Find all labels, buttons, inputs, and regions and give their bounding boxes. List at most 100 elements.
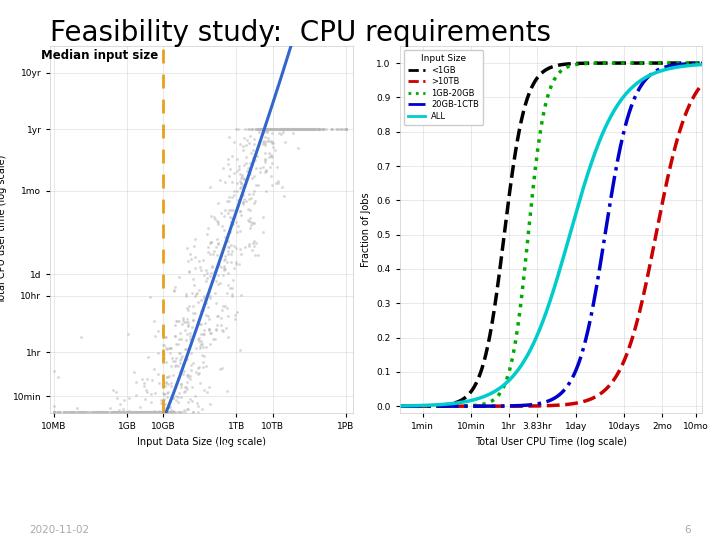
Point (132, 408, 143, 416)
Point (298, 125, 310, 133)
Point (259, 149, 271, 158)
Point (168, 394, 179, 403)
Point (274, 125, 285, 133)
Point (231, 187, 243, 196)
Point (134, 408, 145, 416)
Point (114, 408, 126, 416)
Point (172, 397, 184, 406)
Point (255, 125, 266, 133)
Point (340, 125, 351, 133)
Point (283, 125, 294, 133)
Point (305, 125, 316, 133)
Point (111, 408, 122, 416)
Point (189, 281, 200, 289)
Point (259, 167, 271, 176)
Point (250, 125, 261, 133)
Point (212, 239, 224, 248)
Point (206, 329, 217, 338)
Point (159, 399, 171, 408)
Point (142, 375, 153, 383)
Point (181, 349, 192, 358)
Point (186, 396, 198, 405)
Point (271, 125, 283, 133)
Point (107, 408, 118, 416)
Point (210, 242, 222, 251)
Point (284, 125, 296, 133)
Point (96, 408, 108, 416)
Point (73, 408, 84, 416)
Point (230, 315, 241, 323)
Point (155, 399, 166, 408)
Point (259, 125, 271, 133)
Point (157, 402, 168, 411)
Point (167, 370, 179, 379)
Point (48, 408, 60, 416)
Point (193, 369, 204, 377)
Point (145, 408, 156, 416)
Point (234, 206, 246, 215)
Point (113, 408, 125, 416)
Point (260, 125, 271, 133)
Point (289, 125, 300, 133)
Point (237, 181, 248, 190)
Point (187, 274, 199, 283)
Point (262, 125, 274, 133)
Point (185, 365, 197, 374)
Point (174, 273, 185, 282)
Point (140, 408, 151, 416)
Point (218, 255, 230, 264)
Point (145, 408, 156, 416)
Point (59, 408, 71, 416)
Point (278, 125, 289, 133)
Point (205, 212, 217, 220)
Point (255, 125, 266, 133)
Point (302, 125, 313, 133)
Point (276, 125, 288, 133)
Point (162, 388, 174, 396)
Point (229, 242, 240, 251)
Point (154, 408, 166, 416)
Point (226, 152, 238, 161)
Point (189, 392, 201, 401)
Point (215, 314, 227, 323)
Point (263, 125, 274, 133)
Point (296, 125, 307, 133)
Point (120, 408, 132, 416)
Point (319, 125, 330, 133)
Point (145, 408, 156, 416)
Point (145, 408, 157, 416)
Point (223, 193, 235, 201)
Point (88, 408, 99, 416)
Point (212, 234, 223, 243)
Point (100, 408, 112, 416)
Point (247, 239, 258, 248)
Point (146, 408, 158, 416)
Point (287, 125, 299, 133)
Point (132, 408, 144, 416)
Text: 2020-11-02: 2020-11-02 (29, 524, 89, 535)
Point (100, 408, 112, 416)
Point (222, 159, 233, 168)
Point (266, 180, 278, 189)
Point (184, 334, 196, 343)
Point (130, 390, 142, 399)
Point (175, 379, 186, 388)
Point (182, 371, 194, 380)
Point (195, 266, 207, 274)
Point (307, 125, 318, 133)
Point (232, 195, 243, 204)
Point (222, 281, 233, 289)
Point (151, 408, 163, 416)
Point (289, 125, 301, 133)
Point (247, 219, 258, 228)
Point (188, 309, 199, 318)
Point (210, 299, 222, 307)
Point (312, 125, 323, 133)
Point (118, 408, 130, 416)
Point (258, 137, 270, 146)
Point (133, 408, 145, 416)
Point (114, 408, 125, 416)
Point (253, 125, 265, 133)
Point (204, 183, 216, 191)
Point (91, 408, 103, 416)
